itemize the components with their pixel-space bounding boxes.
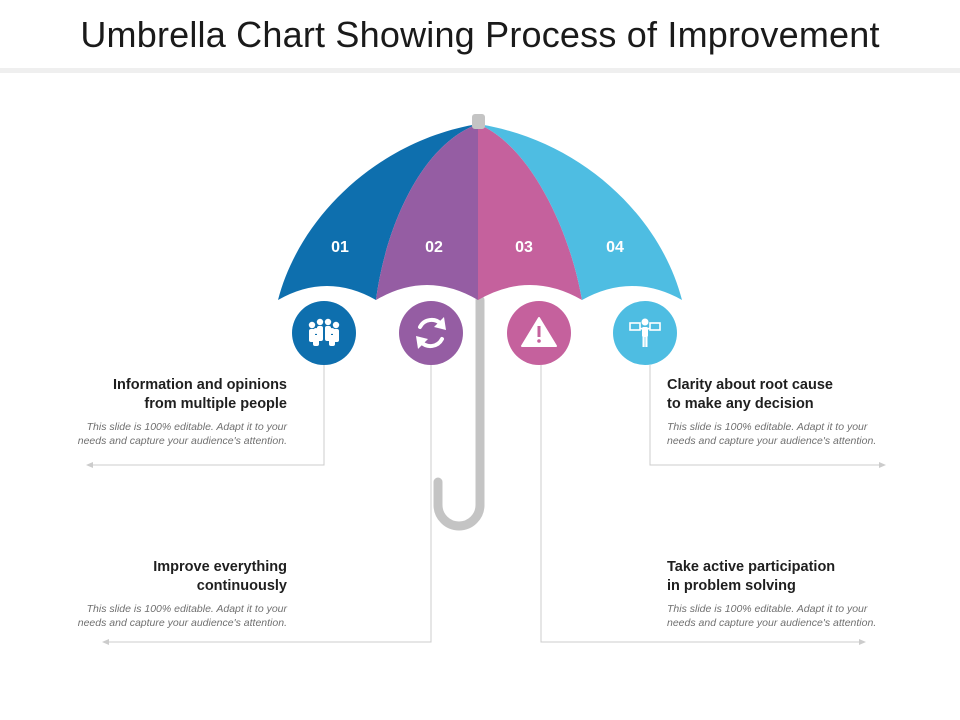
connector-line-3 [540, 365, 862, 643]
connector-line-2 [106, 365, 432, 643]
arrow-head-1 [86, 462, 93, 468]
person-with-boards-icon [629, 318, 661, 347]
canopy-segment-3 [478, 124, 582, 300]
canopy-segment-4 [478, 124, 682, 300]
connector-line-1 [90, 365, 325, 466]
icon-badge-1 [292, 301, 356, 365]
icon-badge-3 [507, 301, 571, 365]
item-2-heading: Improve everything continuously [153, 559, 287, 594]
umbrella-tip [472, 114, 485, 129]
item-1-heading: Information and opinions from multiple p… [113, 377, 287, 412]
segment-number-3: 03 [515, 239, 533, 256]
canopy-segment-1 [278, 124, 478, 300]
canopy-segment-2 [376, 124, 478, 300]
icon-badge-2 [399, 301, 463, 365]
title-divider [0, 68, 960, 73]
page-title: Umbrella Chart Showing Process of Improv… [80, 14, 880, 55]
item-1-body: This slide is 100% editable. Adapt it to… [77, 421, 287, 447]
arrow-head-4 [879, 462, 886, 468]
icon-badge-4 [613, 301, 677, 365]
connector-line-4 [649, 365, 882, 466]
segment-number-2: 02 [425, 239, 443, 256]
arrow-head-2 [102, 639, 109, 645]
arrow-heads [86, 462, 886, 645]
group-of-people-icon [308, 318, 340, 346]
segment-number-4: 04 [606, 239, 624, 256]
item-3-heading: Take active participation in problem sol… [667, 559, 836, 594]
warning-triangle-icon [521, 317, 557, 347]
item-4-body: This slide is 100% editable. Adapt it to… [667, 421, 877, 447]
connector-lines [90, 365, 882, 643]
item-2-body: This slide is 100% editable. Adapt it to… [77, 603, 287, 629]
item-3-body: This slide is 100% editable. Adapt it to… [667, 603, 877, 629]
arrow-head-3 [859, 639, 866, 645]
item-4-heading: Clarity about root cause to make any dec… [667, 377, 833, 412]
umbrella-handle [433, 295, 485, 531]
segment-number-1: 01 [331, 239, 349, 256]
